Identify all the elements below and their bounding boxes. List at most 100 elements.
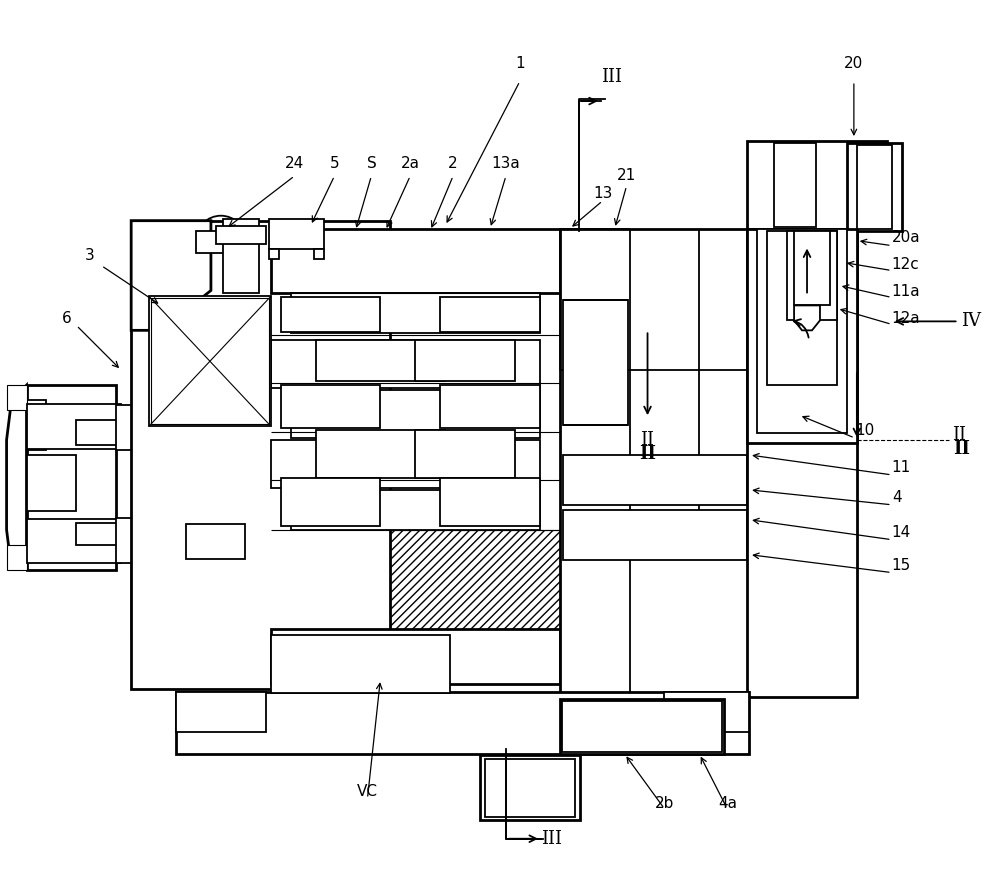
Text: 15: 15 bbox=[892, 558, 911, 573]
Polygon shape bbox=[131, 221, 211, 330]
Bar bbox=[316, 340, 445, 381]
Bar bbox=[281, 385, 380, 428]
Text: 20: 20 bbox=[844, 56, 863, 71]
Bar bbox=[316, 430, 445, 478]
Circle shape bbox=[679, 705, 715, 741]
Bar bbox=[151, 299, 269, 424]
Bar bbox=[767, 230, 837, 385]
Bar bbox=[27, 404, 121, 449]
Text: 5: 5 bbox=[330, 157, 339, 172]
Bar bbox=[186, 524, 245, 559]
Bar bbox=[293, 392, 538, 436]
Text: 4: 4 bbox=[892, 491, 901, 505]
Bar bbox=[271, 635, 450, 693]
Bar bbox=[664, 692, 749, 732]
Text: 2b: 2b bbox=[655, 796, 674, 811]
Bar bbox=[440, 298, 540, 332]
Text: 14: 14 bbox=[892, 526, 911, 540]
Bar bbox=[747, 141, 887, 229]
Bar bbox=[149, 296, 271, 426]
Text: II: II bbox=[954, 440, 971, 458]
Bar bbox=[216, 226, 266, 244]
Text: 3: 3 bbox=[84, 248, 94, 263]
Circle shape bbox=[117, 413, 145, 441]
Bar bbox=[293, 491, 538, 527]
Text: III: III bbox=[601, 68, 622, 86]
Bar bbox=[273, 442, 538, 486]
Circle shape bbox=[552, 707, 588, 743]
Text: 12c: 12c bbox=[892, 257, 920, 272]
Bar bbox=[563, 300, 628, 425]
Text: 24: 24 bbox=[285, 157, 304, 172]
Text: IV: IV bbox=[962, 313, 982, 330]
Circle shape bbox=[124, 420, 138, 434]
Bar bbox=[176, 692, 749, 754]
Circle shape bbox=[191, 530, 211, 549]
Circle shape bbox=[50, 471, 62, 483]
Bar bbox=[562, 701, 722, 752]
Bar bbox=[176, 692, 266, 732]
Text: II: II bbox=[952, 426, 966, 444]
Circle shape bbox=[44, 483, 68, 507]
Bar bbox=[116, 518, 146, 562]
Polygon shape bbox=[794, 306, 820, 330]
Bar bbox=[196, 230, 246, 252]
Text: II: II bbox=[639, 445, 656, 463]
Bar bbox=[774, 143, 816, 227]
Bar bbox=[273, 230, 558, 292]
Text: III: III bbox=[541, 830, 562, 848]
Text: 13: 13 bbox=[593, 187, 612, 201]
Polygon shape bbox=[131, 221, 211, 310]
Bar bbox=[281, 298, 380, 332]
Bar bbox=[415, 430, 515, 478]
Bar bbox=[27, 385, 116, 569]
Bar bbox=[314, 249, 324, 258]
Circle shape bbox=[688, 714, 706, 732]
Bar bbox=[480, 755, 580, 820]
Bar bbox=[273, 343, 538, 386]
Text: VC: VC bbox=[357, 784, 378, 800]
Bar bbox=[271, 440, 540, 488]
Bar bbox=[291, 293, 540, 334]
Bar bbox=[291, 490, 540, 530]
Text: 4a: 4a bbox=[718, 796, 737, 811]
Bar bbox=[563, 510, 747, 560]
Bar bbox=[223, 219, 259, 293]
Text: 12a: 12a bbox=[892, 311, 920, 326]
Bar bbox=[560, 699, 724, 754]
Bar bbox=[857, 145, 892, 229]
Polygon shape bbox=[7, 385, 27, 569]
Bar bbox=[440, 478, 540, 526]
Circle shape bbox=[210, 714, 228, 732]
Bar bbox=[27, 400, 46, 450]
Bar bbox=[485, 759, 575, 816]
Circle shape bbox=[201, 705, 237, 741]
Bar bbox=[76, 420, 121, 445]
Text: 20a: 20a bbox=[892, 230, 920, 245]
Bar bbox=[273, 638, 448, 691]
Bar bbox=[747, 229, 857, 443]
Bar bbox=[440, 385, 540, 428]
Circle shape bbox=[44, 465, 68, 489]
Bar bbox=[849, 145, 900, 229]
Bar bbox=[794, 230, 830, 306]
Bar bbox=[7, 385, 27, 410]
Bar bbox=[281, 478, 380, 526]
Circle shape bbox=[209, 519, 249, 560]
Bar bbox=[116, 405, 146, 450]
Bar bbox=[560, 229, 749, 697]
Text: 13a: 13a bbox=[492, 157, 520, 172]
Text: 2a: 2a bbox=[401, 157, 420, 172]
Bar bbox=[269, 219, 324, 249]
Bar bbox=[749, 143, 885, 227]
Text: 6: 6 bbox=[62, 311, 71, 326]
Bar bbox=[847, 143, 902, 230]
Circle shape bbox=[117, 526, 145, 554]
Text: 2: 2 bbox=[448, 157, 458, 172]
Bar bbox=[291, 390, 540, 438]
Bar bbox=[27, 519, 121, 562]
Bar bbox=[269, 249, 279, 258]
Text: S: S bbox=[367, 157, 376, 172]
Bar bbox=[131, 221, 390, 689]
Bar bbox=[563, 455, 747, 505]
